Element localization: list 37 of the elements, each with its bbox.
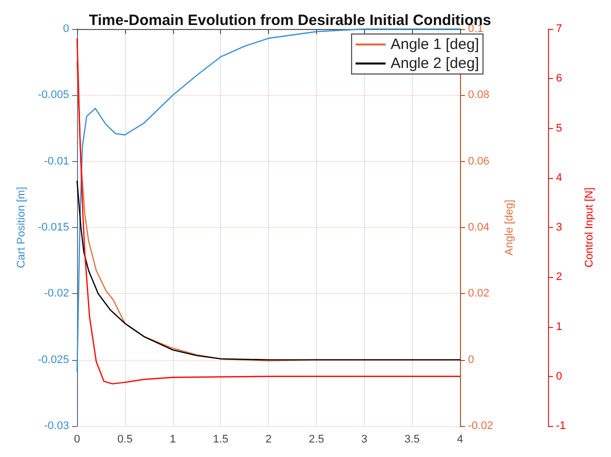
x-tick-label: 1	[170, 434, 176, 446]
x-tick-label: 2	[265, 434, 272, 446]
y2-axis-title: Angle [deg]	[503, 200, 516, 256]
legend-label: Angle 2 [deg]	[390, 55, 480, 72]
y-tick-label: -0.015	[38, 222, 70, 234]
y2-tick-label: 0.06	[468, 155, 490, 168]
x-tick-label: 4	[456, 434, 464, 446]
y-tick-label: -0.005	[38, 89, 70, 102]
y-tick-label: -0.03	[44, 420, 70, 432]
legend-label: Angle 1 [deg]	[390, 36, 480, 53]
y-tick-label: 0	[62, 23, 70, 35]
line-series	[76, 180, 461, 360]
y2-tick-label: 0.02	[468, 288, 490, 300]
x-tick-label: 2.5	[308, 434, 324, 446]
y-axis-title: Cart Position [m]	[16, 186, 28, 268]
y2-tick-label: 0.08	[468, 89, 490, 102]
y3-axis-title: Control Input [N]	[584, 187, 596, 268]
y-tick-label: -0.025	[38, 354, 70, 366]
x-tick-label: 3	[361, 434, 368, 446]
y3-tick-label: 0	[556, 370, 562, 382]
y-tick-label: -0.02	[44, 288, 70, 300]
x-tick-label: 3.5	[404, 434, 420, 446]
y3-tick-label: 2	[556, 271, 562, 284]
y2-tick-label: -0.02	[468, 420, 494, 432]
x-tick-label: 0.5	[117, 434, 133, 446]
y2-tick-label: 0.04	[468, 222, 490, 234]
y3-tick-label: 4	[556, 172, 562, 184]
x-tick-label: 1.5	[213, 434, 228, 446]
y3-tick-label: 7	[556, 23, 562, 35]
y3-tick-label: 3	[556, 222, 562, 234]
x-tick-label: 0	[74, 434, 80, 446]
y3-tick-label: 6	[556, 72, 562, 85]
y-tick-label: -0.01	[44, 155, 70, 168]
y3-tick-label: -1	[556, 420, 566, 432]
y3-tick-label: 1	[556, 320, 562, 333]
y3-tick-label: 5	[556, 122, 562, 134]
y2-tick-label: 0	[468, 354, 474, 366]
